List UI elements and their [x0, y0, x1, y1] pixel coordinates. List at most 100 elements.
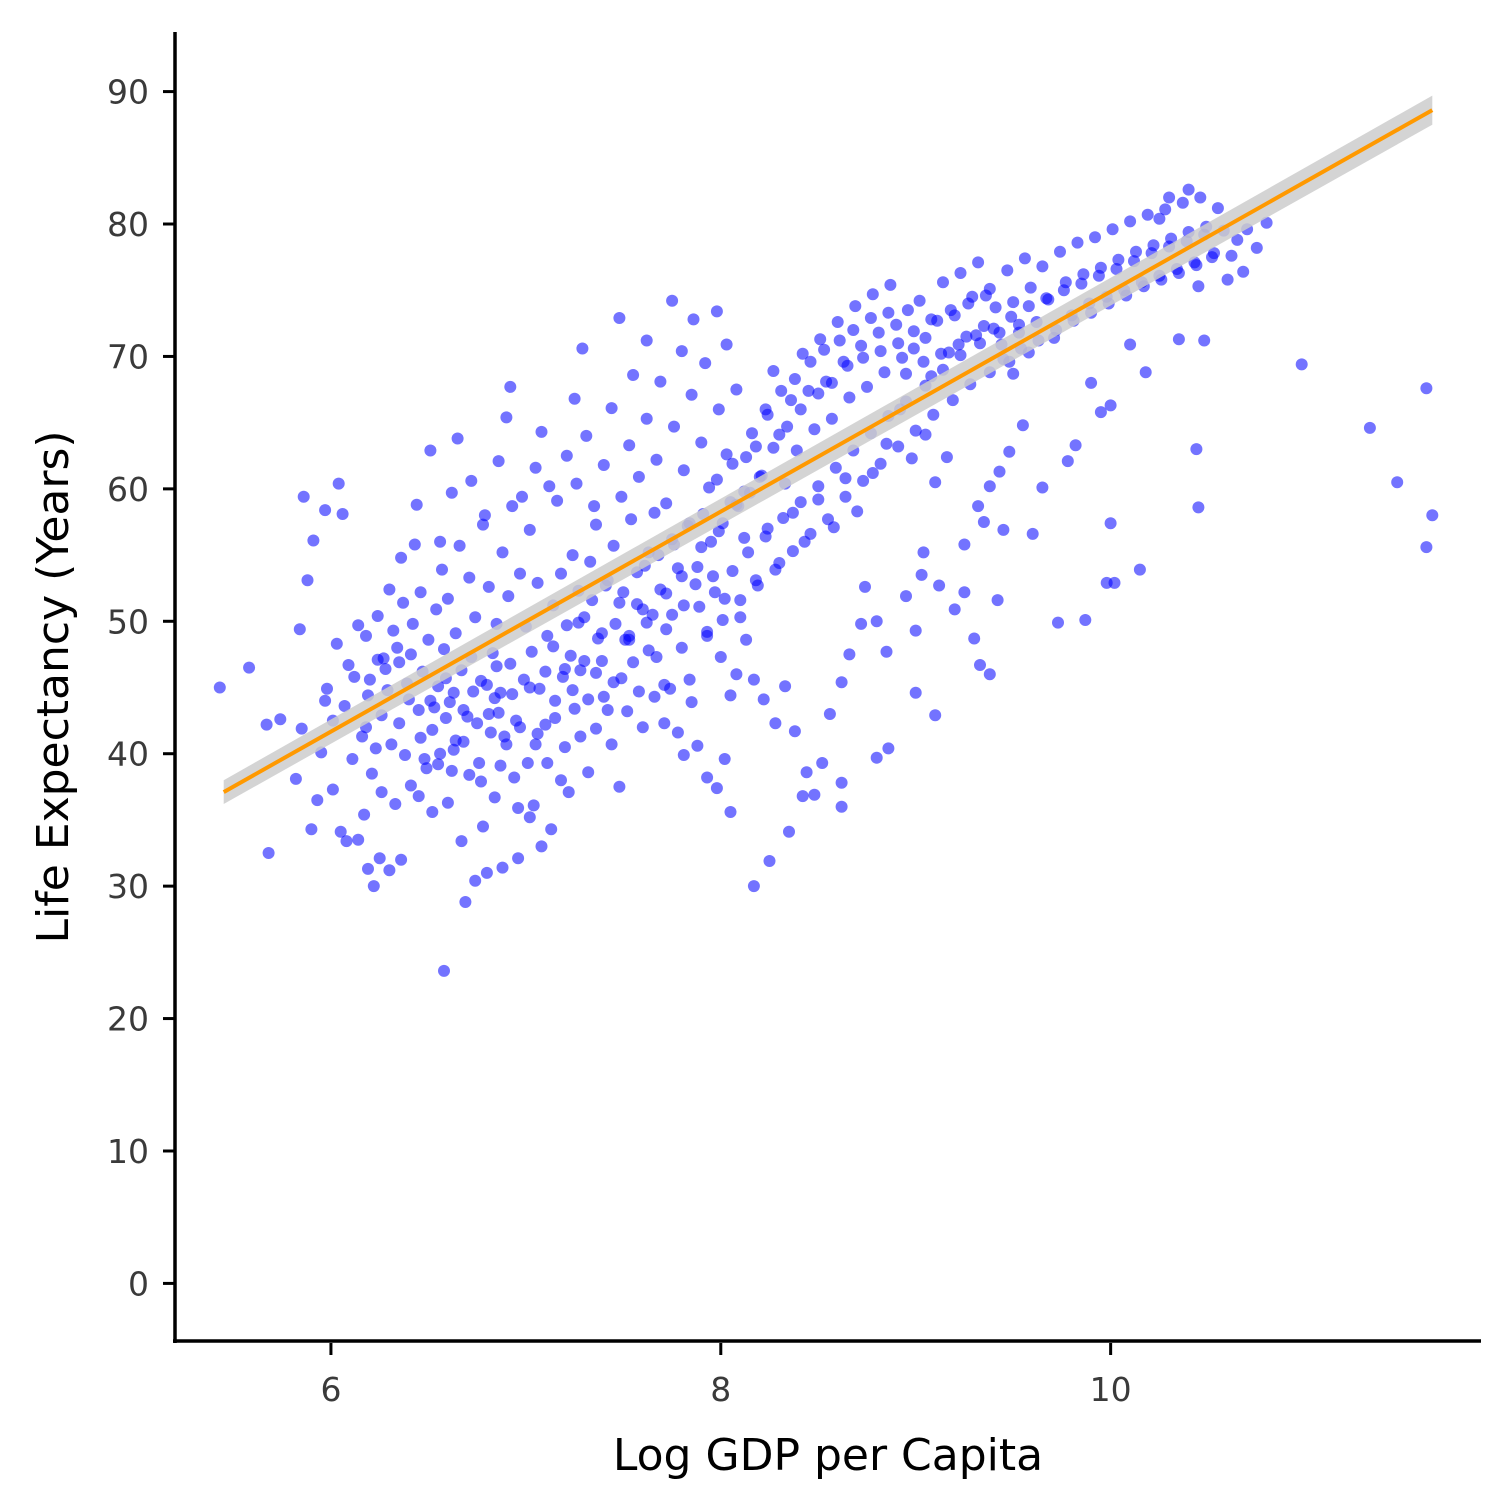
data-point — [516, 490, 528, 503]
data-point — [512, 852, 525, 865]
data-point — [625, 513, 638, 526]
data-point — [590, 518, 602, 531]
data-point — [1225, 249, 1238, 262]
data-point — [336, 508, 349, 520]
data-point — [720, 338, 733, 351]
data-point — [1198, 334, 1211, 347]
data-point — [590, 666, 602, 679]
data-point — [1163, 191, 1176, 204]
data-point — [708, 586, 721, 599]
data-point — [395, 853, 408, 866]
data-point — [896, 351, 909, 364]
data-point — [1250, 241, 1263, 254]
data-point — [358, 808, 371, 821]
data-point — [979, 289, 992, 302]
data-point — [960, 330, 973, 343]
data-point — [574, 730, 587, 743]
data-point — [671, 726, 684, 739]
data-point — [650, 651, 663, 663]
data-point — [933, 579, 946, 592]
data-point — [469, 874, 482, 887]
data-point — [385, 738, 398, 751]
data-point — [387, 624, 400, 637]
data-point — [482, 708, 495, 720]
data-point — [260, 718, 273, 731]
data-point — [527, 799, 540, 812]
data-point — [373, 852, 386, 865]
data-point — [506, 688, 519, 701]
data-point — [1192, 501, 1205, 514]
data-point — [825, 376, 838, 389]
data-point — [426, 723, 439, 736]
data-point — [1260, 216, 1273, 229]
data-point — [691, 561, 704, 573]
data-point — [740, 451, 753, 464]
data-point — [749, 440, 762, 453]
y-tick-label: 50 — [107, 602, 149, 641]
data-point — [414, 731, 427, 744]
data-point — [1426, 509, 1439, 522]
data-point — [508, 771, 521, 784]
data-point — [677, 599, 690, 612]
data-point — [399, 749, 411, 761]
data-point — [763, 855, 776, 867]
data-point — [289, 772, 302, 785]
data-point — [948, 603, 961, 616]
data-point — [369, 742, 382, 755]
data-point — [909, 624, 922, 637]
data-point — [703, 481, 716, 494]
data-point — [512, 802, 525, 814]
data-point — [352, 619, 365, 632]
data-point — [829, 461, 842, 474]
data-point — [578, 655, 591, 667]
data-point — [977, 320, 990, 332]
data-point — [716, 614, 729, 626]
data-point — [555, 567, 567, 580]
data-point — [352, 833, 365, 846]
data-point — [432, 758, 445, 771]
data-point — [319, 504, 332, 517]
data-point — [808, 788, 821, 801]
data-point — [668, 420, 680, 433]
data-point — [597, 459, 610, 471]
data-point — [539, 665, 552, 678]
data-point — [901, 304, 914, 317]
data-point — [689, 578, 702, 591]
data-point — [492, 706, 505, 719]
data-point — [504, 657, 517, 670]
data-point — [535, 425, 548, 438]
data-point — [449, 627, 462, 640]
y-axis-title: Life Expectancy (Years) — [28, 430, 79, 943]
data-point — [375, 786, 388, 799]
data-point — [521, 757, 534, 769]
data-point — [1133, 563, 1146, 576]
data-point — [683, 673, 696, 686]
data-point — [213, 681, 226, 694]
data-point — [582, 693, 595, 706]
data-point — [342, 659, 355, 671]
data-point — [693, 600, 706, 613]
data-point — [615, 490, 628, 503]
data-point — [555, 774, 567, 787]
data-point — [1190, 443, 1203, 456]
data-point — [609, 617, 622, 630]
data-point — [490, 660, 503, 673]
data-point — [677, 464, 690, 477]
data-point — [804, 527, 817, 540]
data-point — [274, 713, 287, 726]
data-point — [796, 347, 809, 360]
data-point — [434, 747, 447, 760]
data-point — [535, 840, 548, 853]
data-point — [751, 579, 764, 592]
data-point — [937, 276, 949, 289]
data-point — [412, 790, 425, 803]
data-point — [685, 696, 698, 709]
data-point — [1079, 614, 1092, 626]
data-point — [1106, 223, 1119, 236]
data-point — [650, 453, 663, 466]
data-point — [808, 423, 821, 436]
data-point — [430, 603, 443, 616]
data-point — [545, 823, 558, 836]
data-point — [786, 506, 799, 519]
data-point — [438, 964, 450, 977]
